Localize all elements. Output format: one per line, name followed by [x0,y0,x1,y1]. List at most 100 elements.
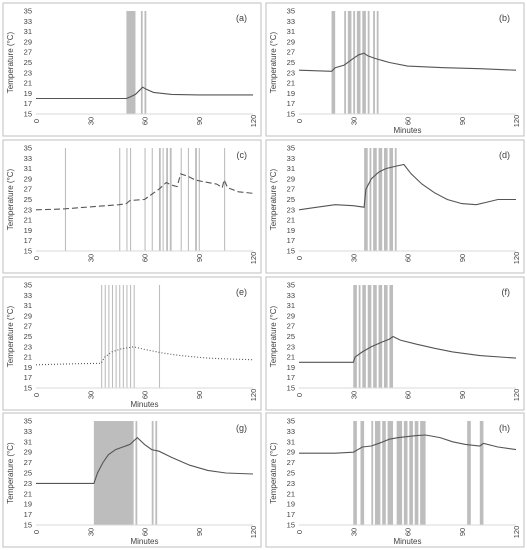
y-tick-label: 23 [24,342,32,351]
shaded-band [133,285,135,388]
panel-label: (e) [236,287,247,297]
x-tick-label: 120 [512,115,521,128]
shaded-band [358,285,361,388]
y-tick-label: 33 [24,154,32,163]
y-tick-label: 17 [287,99,295,108]
x-tick-label: 90 [195,528,204,536]
x-tick-label: 0 [32,530,41,534]
x-tick-label: 60 [404,117,413,125]
x-tick-label: 90 [458,117,467,125]
y-tick-label: 21 [24,353,32,362]
y-tick-label: 27 [287,185,295,194]
y-axis-label: Temperature (°C) [269,305,278,367]
y-tick-label: 29 [24,174,32,183]
shaded-band [101,285,103,388]
y-tick-label: 35 [24,7,32,16]
y-tick-label: 33 [24,291,32,300]
y-axis-label: Temperature (°C) [6,31,15,93]
shaded-band [126,285,128,388]
temperature-line [36,436,254,484]
shaded-band [383,285,388,388]
x-tick-label: 90 [195,391,204,399]
y-axis-label: Temperature (°C) [6,168,15,230]
shaded-band [367,285,372,388]
y-tick-label: 25 [24,469,32,478]
y-tick-label: 23 [287,479,295,488]
temperature-line [36,86,253,100]
y-tick-label: 15 [24,384,32,393]
x-tick-label: 30 [349,254,358,262]
y-tick-label: 17 [287,236,295,245]
temperature-line [299,434,517,454]
y-tick-label: 27 [24,458,32,467]
y-tick-label: 31 [24,437,32,446]
y-tick-label: 29 [287,174,295,183]
y-tick-label: 25 [287,195,295,204]
shaded-band [347,11,352,114]
shaded-band [155,421,158,525]
shaded-band [389,148,394,251]
panel-border [265,412,525,548]
y-tick-label: 27 [287,458,295,467]
x-tick-label: 30 [86,391,95,399]
x-tick-label: 60 [141,528,150,536]
y-tick-label: 23 [24,68,32,77]
shaded-band [467,421,471,525]
panel-label: (g) [236,423,247,433]
shaded-band [396,421,403,525]
shaded-band [387,421,394,525]
shaded-band [119,148,121,251]
x-tick-label: 90 [458,391,467,399]
panel-border [2,276,262,411]
x-tick-label: 30 [86,254,95,262]
y-tick-label: 19 [287,89,295,98]
y-axis-label: Temperature (°C) [6,305,15,367]
y-axis-label: Temperature (°C) [269,168,278,230]
y-tick-label: 17 [24,236,32,245]
shaded-band [135,421,138,525]
shaded-band [353,11,356,114]
y-tick-label: 25 [24,195,32,204]
x-tick-label: 120 [512,389,521,402]
panel-label: (f) [502,287,511,297]
y-tick-label: 17 [24,510,32,519]
y-tick-label: 15 [24,521,32,530]
y-tick-label: 21 [287,216,295,225]
y-tick-label: 35 [24,144,32,153]
y-tick-label: 29 [24,311,32,320]
panel-border [2,139,262,274]
shaded-band [353,421,357,525]
y-tick-label: 35 [287,417,295,426]
shaded-band [344,11,347,114]
x-axis-label: Minutes [393,537,421,546]
y-tick-label: 23 [287,68,295,77]
shaded-band [373,11,375,114]
x-axis-label: Minutes [393,126,421,135]
x-tick-label: 60 [404,528,413,536]
shaded-band [195,148,197,251]
x-tick-label: 120 [249,526,258,539]
x-tick-label: 0 [295,393,304,397]
shaded-band [187,148,189,251]
y-tick-label: 23 [287,205,295,214]
y-tick-label: 23 [24,205,32,214]
x-tick-label: 0 [32,393,41,397]
y-tick-label: 19 [287,226,295,235]
y-tick-label: 35 [24,281,32,290]
shaded-band [378,148,383,251]
x-tick-label: 120 [512,252,521,265]
shaded-band [140,11,143,114]
y-tick-label: 35 [24,417,32,426]
y-tick-label: 19 [287,363,295,372]
x-tick-label: 60 [141,391,150,399]
y-tick-label: 29 [24,448,32,457]
y-tick-label: 25 [287,58,295,67]
temperature-line [299,335,517,363]
shaded-band [382,421,386,525]
shaded-band [198,148,200,251]
x-tick-label: 30 [86,528,95,536]
shaded-band [367,11,370,114]
